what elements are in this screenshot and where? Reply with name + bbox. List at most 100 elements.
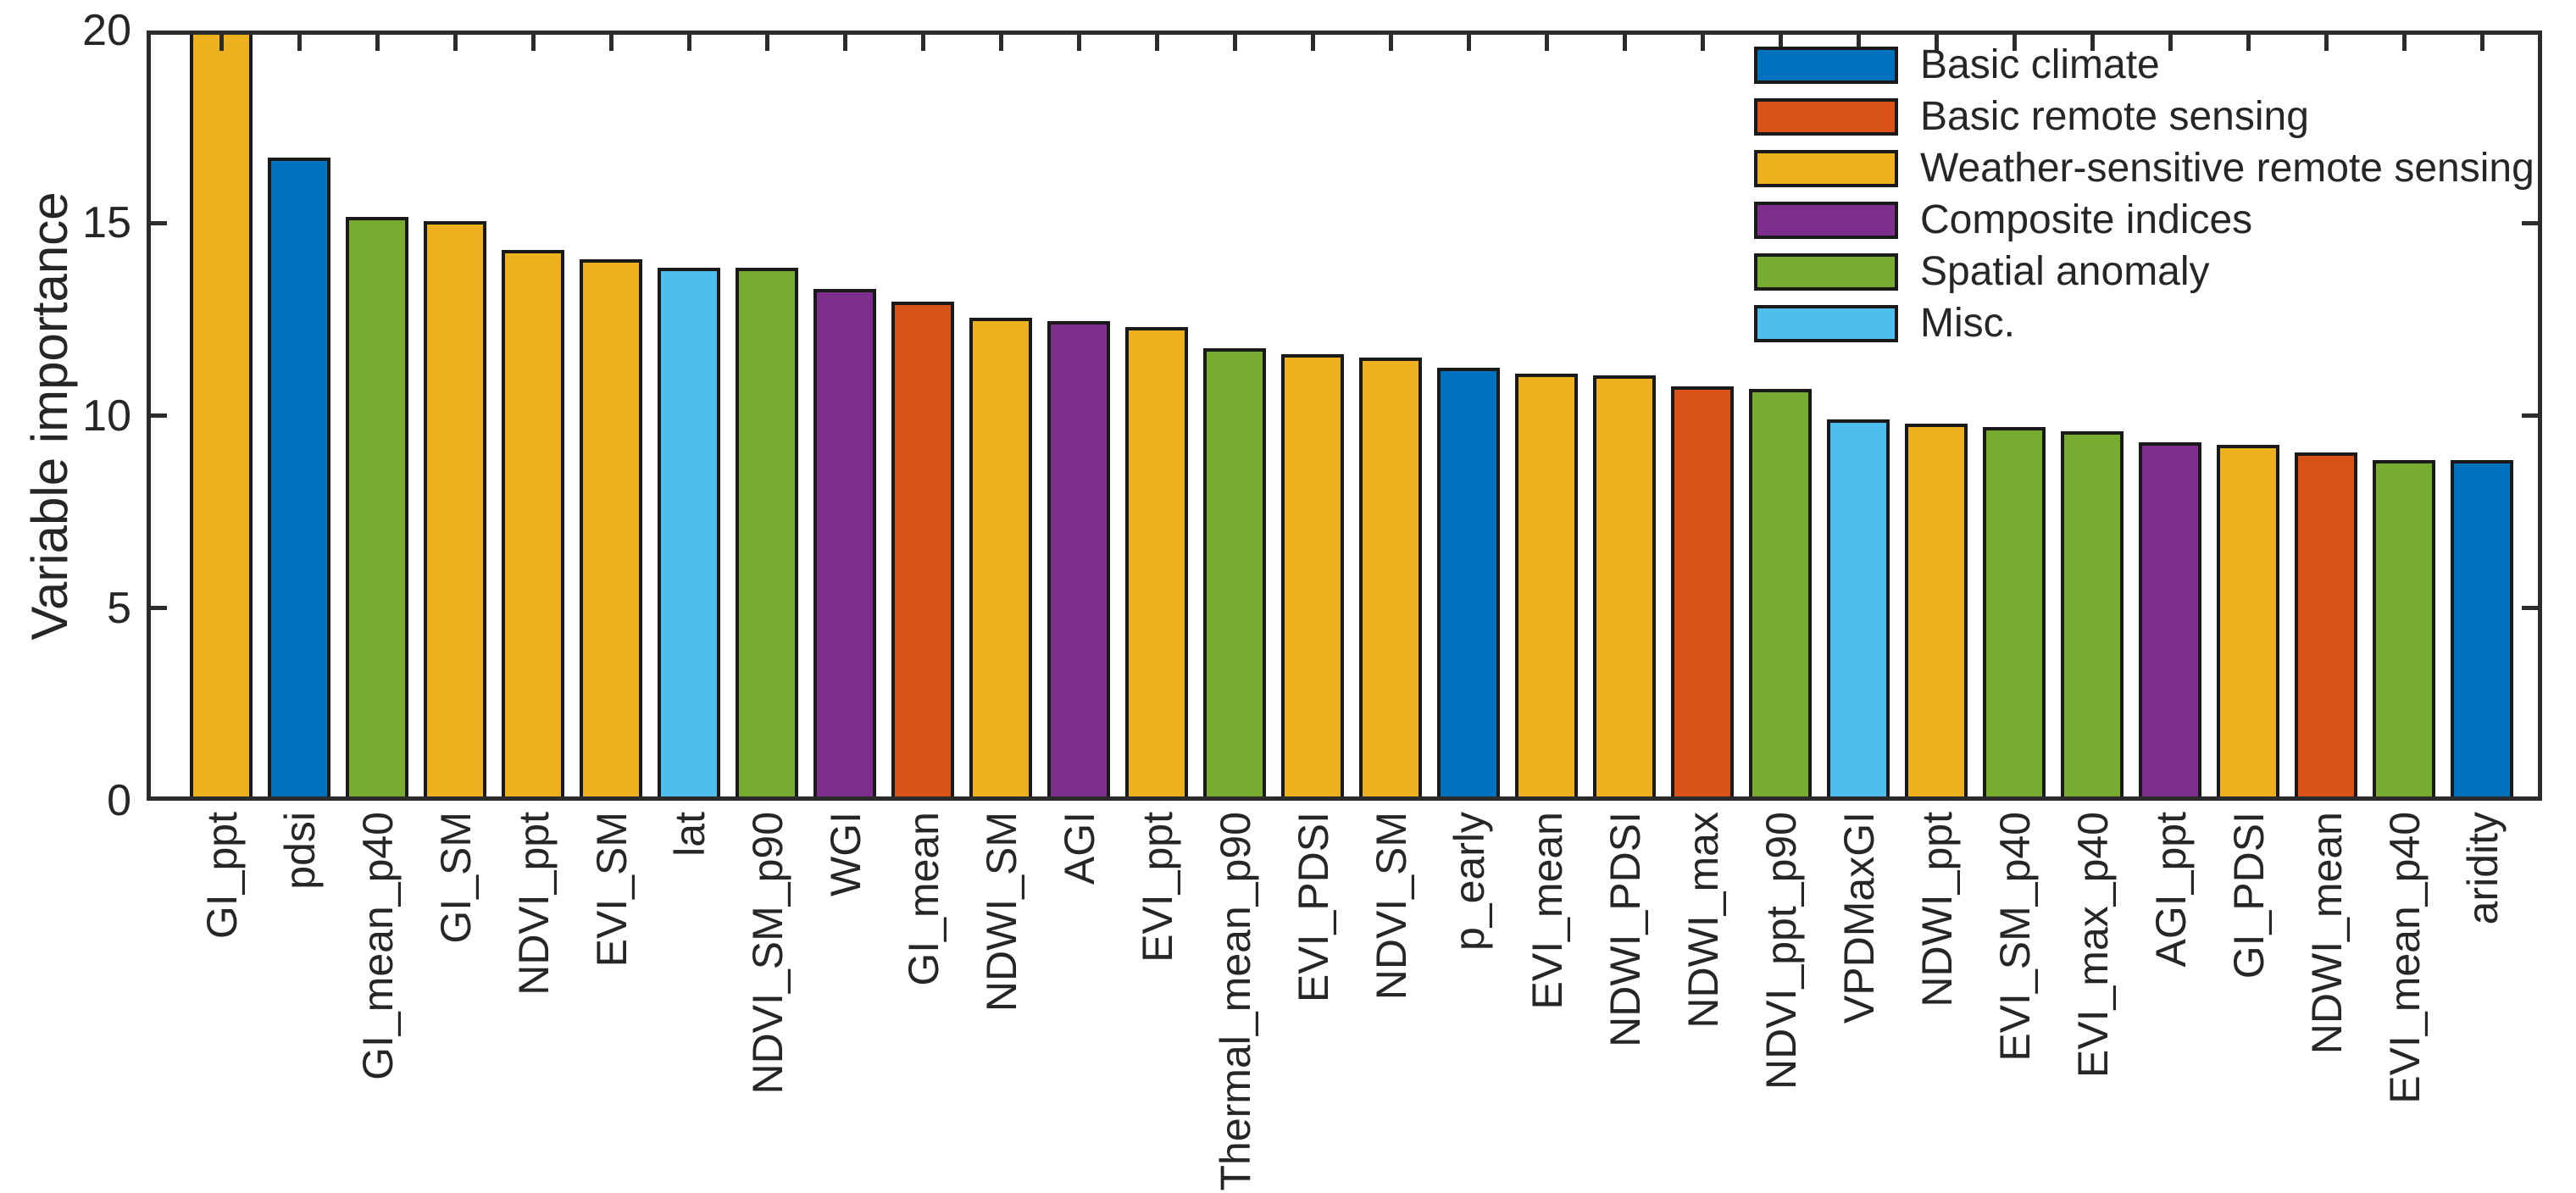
legend-label-basic_remote_sensing: Basic remote sensing: [1920, 94, 2309, 139]
bar-EVI_SM_p40: [1983, 427, 2046, 801]
top-tick-mark: [1778, 31, 1783, 51]
x-tick-label-text: EVI_SM_p40: [1991, 812, 2039, 1062]
top-tick-mark: [998, 31, 1003, 51]
bar-GI_ppt: [190, 31, 253, 801]
bar-GI_PDSI: [2217, 444, 2279, 801]
x-tick-label-text: NDWI_mean: [2303, 812, 2351, 1055]
x-tick-label-text: EVI_SM: [588, 812, 636, 968]
bar-GI_mean_p40: [346, 217, 408, 801]
legend-swatch-spatial_anomaly: [1754, 253, 1898, 291]
x-tick-label-text: NDWI_max: [1679, 812, 1727, 1029]
bar-NDVI_ppt: [502, 250, 564, 801]
bar-AGI: [1047, 321, 1110, 801]
left-tick-mark: [147, 220, 167, 225]
legend-swatch-basic_climate: [1754, 47, 1898, 84]
x-tick-label-text: NDVI_SM_p90: [744, 812, 791, 1095]
bar-p_early: [1437, 367, 1500, 801]
bar-NDVI_ppt_p90: [1749, 388, 1812, 801]
top-tick-mark: [1700, 31, 1705, 51]
top-tick-mark: [530, 31, 536, 51]
top-tick-mark: [1856, 31, 1861, 51]
top-tick-mark: [2401, 31, 2407, 51]
bar-NDWI_ppt: [1905, 423, 1968, 801]
legend-swatch-misc: [1754, 305, 1898, 342]
x-tick-label-text: lat: [666, 812, 713, 857]
left-tick-mark: [147, 606, 167, 611]
y-tick-label-15: 15: [82, 198, 131, 248]
top-tick-mark: [764, 31, 769, 51]
top-tick-mark: [842, 31, 847, 51]
top-tick-mark: [2168, 31, 2173, 51]
top-tick-mark: [1076, 31, 1081, 51]
x-tick-label-text: GI_mean: [900, 812, 947, 986]
legend-swatch-weather_sensitive_remote_sensing: [1754, 150, 1898, 187]
x-tick-label-text: EVI_mean_p40: [2381, 812, 2429, 1104]
top-tick-mark: [920, 31, 925, 51]
bar-NDVI_SM_p90: [736, 267, 798, 801]
bar-lat: [658, 267, 720, 801]
x-tick-label-text: p_early: [1446, 812, 1493, 951]
x-tick-label-text: Thermal_mean_p90: [1212, 812, 1259, 1191]
x-tick-label-text: EVI_mean: [1524, 812, 1571, 1010]
y-axis-title-text: Variable importance: [21, 191, 78, 641]
x-tick-label-text: VPDMaxGI: [1835, 812, 1883, 1024]
right-tick-mark: [2522, 413, 2542, 418]
bar-NDWI_max: [1671, 386, 1734, 801]
bar-NDWI_PDSI: [1593, 375, 1656, 801]
bar-AGI_ppt: [2139, 442, 2201, 801]
right-tick-mark: [2522, 606, 2542, 611]
right-tick-mark: [2522, 220, 2542, 225]
x-tick-label-text: GI_ppt: [198, 812, 246, 940]
x-tick-label-text: aridity: [2459, 812, 2507, 925]
bar-EVI_ppt: [1125, 326, 1188, 801]
bar-NDVI_SM: [1359, 358, 1422, 801]
bar-NDWI_SM: [969, 317, 1032, 801]
top-tick-mark: [375, 31, 380, 51]
legend-label-misc: Misc.: [1920, 301, 2015, 346]
left-tick-mark: [147, 413, 167, 418]
x-tick-label-text: NDVI_SM: [1368, 812, 1415, 1001]
top-tick-mark: [2012, 31, 2017, 51]
x-tick-label-text: pdsi: [276, 812, 324, 890]
top-tick-mark: [2090, 31, 2095, 51]
x-tick-label-text: GI_SM: [432, 812, 480, 944]
top-tick-mark: [608, 31, 613, 51]
legend-label-basic_climate: Basic climate: [1920, 42, 2160, 87]
top-tick-mark: [1466, 31, 1471, 51]
legend-swatch-basic_remote_sensing: [1754, 98, 1898, 136]
legend-label-weather_sensitive_remote_sensing: Weather-sensitive remote sensing: [1920, 146, 2534, 191]
top-tick-mark: [1154, 31, 1159, 51]
top-tick-mark: [1934, 31, 1939, 51]
top-tick-mark: [686, 31, 691, 51]
legend-swatch-composite_indices: [1754, 202, 1898, 239]
x-tick-label-text: GI_PDSI: [2225, 812, 2273, 979]
y-tick-label-20: 20: [82, 6, 131, 55]
x-tick-label-text: EVI_PDSI: [1290, 812, 1337, 1003]
bar-EVI_SM: [580, 259, 642, 801]
y-tick-label-10: 10: [82, 391, 131, 441]
bar-EVI_PDSI: [1281, 353, 1344, 801]
legend-label-spatial_anomaly: Spatial anomaly: [1920, 249, 2210, 294]
x-tick-label-text: NDWI_PDSI: [1602, 812, 1649, 1047]
top-tick-mark: [219, 31, 224, 51]
x-tick-label-text: AGI: [1056, 812, 1103, 885]
bar-EVI_mean: [1515, 373, 1578, 801]
bar-NDWI_mean: [2295, 452, 2357, 801]
top-tick-mark: [1544, 31, 1549, 51]
bar-GI_mean: [891, 302, 954, 801]
top-tick-mark: [2479, 31, 2484, 51]
top-tick-mark: [452, 31, 458, 51]
bar-Thermal_mean_p90: [1203, 347, 1266, 801]
x-tick-label-text: EVI_ppt: [1134, 812, 1181, 963]
x-tick-label-text: GI_mean_p40: [354, 812, 402, 1080]
x-tick-label-text: NDWI_ppt: [1913, 812, 1961, 1007]
x-tick-label-text: EVI_max_p40: [2069, 812, 2117, 1079]
x-tick-label-text: AGI_ppt: [2147, 812, 2195, 968]
top-tick-mark: [297, 31, 302, 51]
bar-aridity: [2451, 459, 2513, 801]
top-tick-mark: [1622, 31, 1627, 51]
bar-GI_SM: [424, 220, 486, 801]
x-tick-label-text: NDWI_SM: [978, 812, 1025, 1013]
legend-label-composite_indices: Composite indices: [1920, 197, 2253, 242]
